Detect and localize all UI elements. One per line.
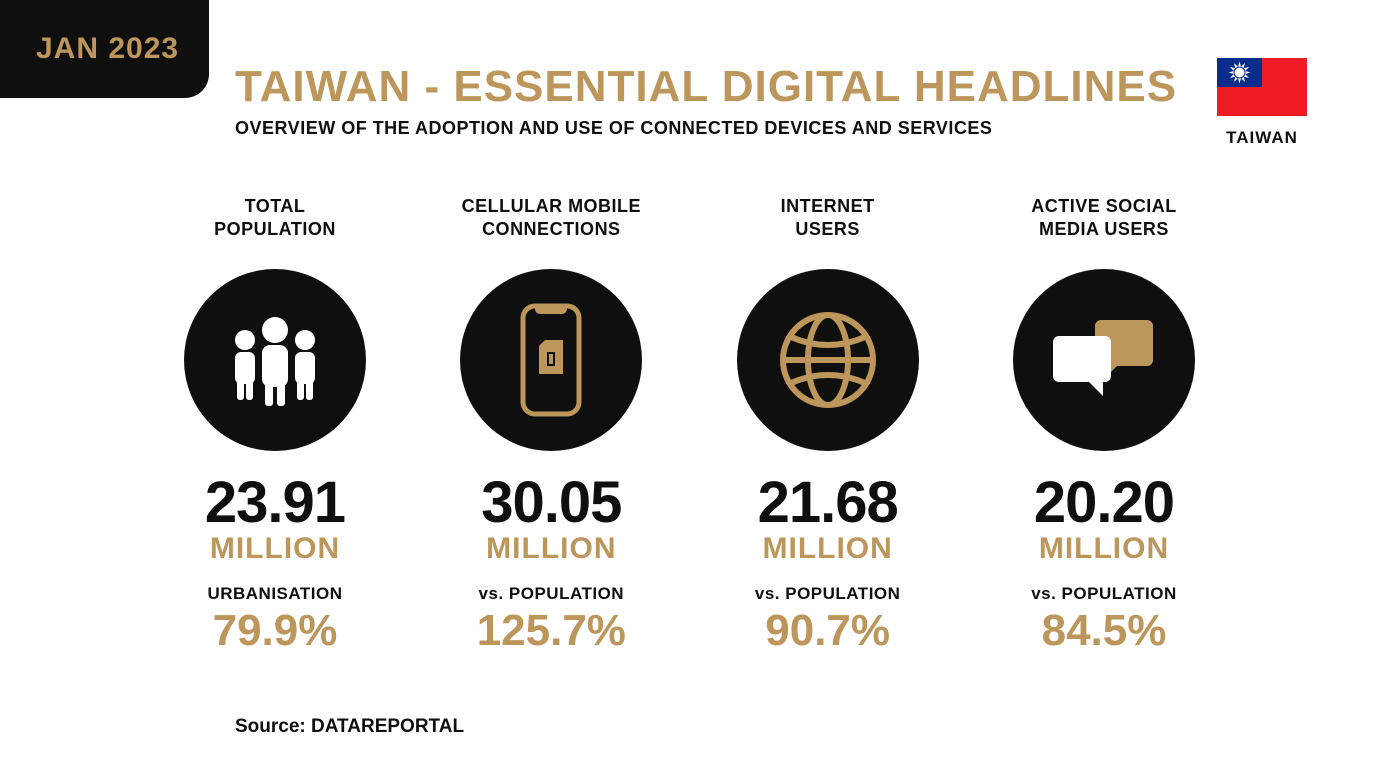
metric-label: CELLULAR MOBILECONNECTIONS (436, 195, 666, 243)
metric-label: ACTIVE SOCIALMEDIA USERS (989, 195, 1219, 243)
mobile-sim-icon (460, 269, 642, 451)
page-subtitle: OVERVIEW OF THE ADOPTION AND USE OF CONN… (235, 118, 1177, 139)
metric-pct: 79.9% (160, 606, 390, 656)
metric-sublabel: vs. POPULATION (436, 584, 666, 604)
taiwan-flag-icon (1217, 58, 1307, 116)
metric-unit: MILLION (436, 532, 666, 566)
metric-internet: INTERNETUSERS 21.68 MILLION vs. POPULATI… (713, 195, 943, 656)
metric-unit: MILLION (160, 532, 390, 566)
metric-population: TOTALPOPULATION 2 (160, 195, 390, 656)
metric-value: 21.68 (713, 469, 943, 536)
header: TAIWAN - ESSENTIAL DIGITAL HEADLINES OVE… (235, 62, 1177, 139)
country-flag-block: TAIWAN (1217, 58, 1307, 148)
metric-label: INTERNETUSERS (713, 195, 943, 243)
metric-unit: MILLION (713, 532, 943, 566)
page-title: TAIWAN - ESSENTIAL DIGITAL HEADLINES (235, 62, 1177, 112)
metric-value: 23.91 (160, 469, 390, 536)
metric-unit: MILLION (989, 532, 1219, 566)
metric-pct: 84.5% (989, 606, 1219, 656)
people-icon (184, 269, 366, 451)
metric-sublabel: vs. POPULATION (713, 584, 943, 604)
date-badge: JAN 2023 (0, 0, 209, 98)
metric-value: 20.20 (989, 469, 1219, 536)
metric-social: ACTIVE SOCIALMEDIA USERS 20.20 MILLION v… (989, 195, 1219, 656)
source-attribution: Source: DATAREPORTAL (235, 716, 464, 738)
metric-pct: 125.7% (436, 606, 666, 656)
country-label: TAIWAN (1217, 128, 1307, 148)
metric-label: TOTALPOPULATION (160, 195, 390, 243)
metric-value: 30.05 (436, 469, 666, 536)
globe-icon (737, 269, 919, 451)
metric-pct: 90.7% (713, 606, 943, 656)
metric-sublabel: vs. POPULATION (989, 584, 1219, 604)
chat-icon (1013, 269, 1195, 451)
metrics-row: TOTALPOPULATION 2 (160, 195, 1219, 656)
metric-sublabel: URBANISATION (160, 584, 390, 604)
metric-mobile: CELLULAR MOBILECONNECTIONS 30.05 MILLION… (436, 195, 666, 656)
